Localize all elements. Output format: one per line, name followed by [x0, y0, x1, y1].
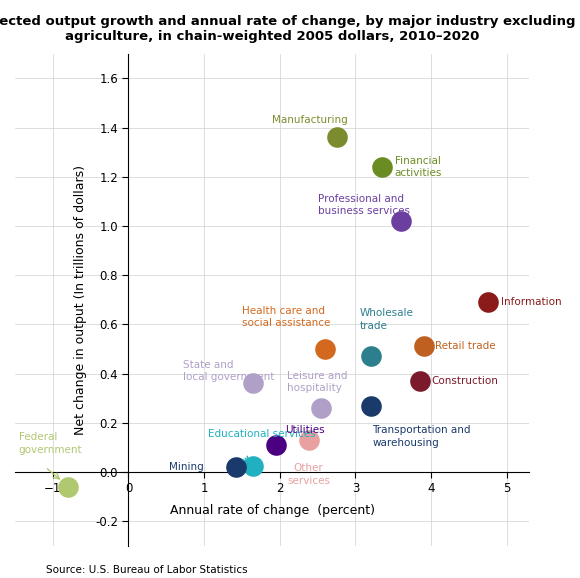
Text: State and
local government: State and local government — [183, 360, 274, 382]
Point — [378, 162, 387, 172]
Text: Utilities: Utilities — [285, 425, 325, 435]
Point — [231, 462, 241, 472]
Point — [249, 461, 258, 470]
Text: Transportation and
warehousing: Transportation and warehousing — [372, 425, 470, 447]
Text: Professional and
business services: Professional and business services — [318, 194, 409, 216]
Text: Wholesale
trade: Wholesale trade — [359, 308, 413, 331]
Text: Federal
government: Federal government — [19, 432, 82, 455]
Point — [249, 379, 258, 388]
Text: Financial
activities: Financial activities — [395, 156, 442, 178]
Point — [317, 403, 326, 413]
X-axis label: Annual rate of change  (percent): Annual rate of change (percent) — [170, 503, 375, 517]
Text: Leisure and
hospitality: Leisure and hospitality — [287, 371, 348, 393]
Text: Manufacturing: Manufacturing — [272, 115, 348, 125]
Title: Projected output growth and annual rate of change, by major industry excluding
a: Projected output growth and annual rate … — [0, 15, 575, 43]
Point — [271, 440, 281, 450]
Text: Retail trade: Retail trade — [435, 342, 495, 351]
Point — [419, 342, 428, 351]
Point — [321, 344, 330, 354]
Point — [63, 482, 72, 491]
Text: Information: Information — [501, 297, 561, 307]
Y-axis label: Net change in output (In trillions of dollars): Net change in output (In trillions of do… — [74, 165, 87, 435]
Text: Other
services: Other services — [287, 464, 330, 486]
Point — [366, 351, 375, 361]
Point — [366, 401, 375, 410]
Text: Educational services: Educational services — [208, 429, 316, 439]
Text: Mining: Mining — [169, 462, 204, 472]
Point — [332, 133, 341, 142]
Point — [396, 217, 405, 226]
Text: Construction: Construction — [431, 376, 498, 386]
Point — [415, 376, 425, 386]
Point — [304, 435, 313, 444]
Text: Health care and
social assistance: Health care and social assistance — [242, 306, 331, 328]
Text: Source: U.S. Bureau of Labor Statistics: Source: U.S. Bureau of Labor Statistics — [46, 565, 248, 575]
Point — [483, 298, 492, 307]
